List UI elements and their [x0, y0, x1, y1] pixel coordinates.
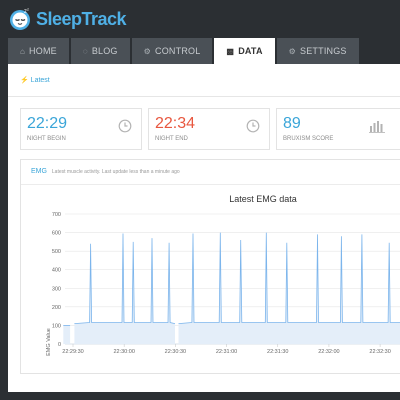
app-logo[interactable]: z z SleepTrack: [8, 6, 127, 32]
chart-x-ticks: 22:29:30 22:30:00 22:30:30 22:31:00 22:31:30…: [62, 343, 400, 355]
y-tick-label: 0: [58, 342, 61, 348]
rss-icon: ◌: [82, 46, 88, 56]
tab-home-label: HOME: [29, 46, 57, 56]
y-tick-label: 700: [52, 212, 61, 218]
x-tick-label: 22:31:00: [216, 349, 237, 355]
stat-label: BRUXISM SCORE: [283, 136, 334, 142]
divider: [8, 96, 400, 97]
app-name: SleepTrack: [36, 8, 127, 29]
tab-data[interactable]: ▩ DATA: [214, 38, 275, 64]
home-icon: ⌂: [20, 46, 26, 56]
bar-chart-icon: ▩: [226, 46, 235, 56]
y-tick-label: 100: [52, 323, 61, 329]
series-area: [178, 232, 400, 344]
gear-icon: ⚙: [288, 46, 297, 56]
chart-series: [63, 232, 400, 344]
stat-label: NIGHT BEGIN: [27, 136, 66, 142]
y-tick-label: 500: [52, 249, 61, 255]
series-line: [74, 233, 176, 324]
tab-settings-label: SETTINGS: [300, 46, 347, 56]
tab-data-label: DATA: [238, 46, 263, 56]
stat-card-bruxism-score: 89 BRUXISM SCORE: [276, 108, 400, 150]
stat-card-night-end: 22:34 NIGHT END: [148, 108, 270, 150]
stat-value: 89: [283, 115, 301, 132]
chart-y-ticks: 0 100 200 300 400 500 600 700: [52, 212, 61, 348]
bolt-icon: ⚡: [20, 77, 29, 84]
svg-text:z: z: [24, 9, 27, 15]
clock-icon: [118, 119, 132, 133]
data-panel: ⚡ Latest 22:29 NIGHT BEGIN 22:34 NIGHT E…: [8, 64, 400, 392]
chart-title: Latest EMG data: [229, 194, 297, 204]
series-area: [63, 325, 71, 344]
bar-chart-icon: [369, 121, 385, 133]
x-tick-label: 22:29:30: [62, 349, 83, 355]
clock-icon: [246, 119, 260, 133]
x-tick-label: 22:30:00: [113, 349, 134, 355]
series-area: [74, 233, 175, 344]
sleep-face-icon: z z: [10, 7, 30, 30]
tab-control[interactable]: ⚙ CONTROL: [131, 38, 213, 64]
series-line: [178, 232, 400, 324]
emg-panel: EMG Latest muscle activity. Last update …: [20, 159, 400, 374]
svg-text:z: z: [27, 7, 29, 12]
y-tick-label: 200: [52, 305, 61, 311]
emg-panel-header: EMG Latest muscle activity. Last update …: [31, 168, 180, 175]
tab-settings[interactable]: ⚙ SETTINGS: [276, 38, 359, 64]
y-tick-label: 400: [52, 268, 61, 274]
x-tick-label: 22:32:30: [369, 349, 390, 355]
gear-icon: ⚙: [143, 46, 152, 56]
stat-label: NIGHT END: [155, 136, 188, 142]
y-tick-label: 300: [52, 286, 61, 292]
tab-control-label: CONTROL: [155, 46, 201, 56]
x-tick-label: 22:32:00: [318, 349, 339, 355]
emg-chart: Latest EMG data EMG Value 0 100 200 300 400 5…: [46, 194, 400, 356]
divider: [21, 184, 400, 185]
stat-value: 22:29: [27, 115, 68, 132]
stat-card-night-begin: 22:29 NIGHT BEGIN: [20, 108, 142, 150]
y-tick-label: 600: [52, 231, 61, 237]
top-bar: z z SleepTrack: [0, 0, 400, 38]
x-tick-label: 22:30:30: [165, 349, 186, 355]
stat-value: 22:34: [155, 115, 196, 132]
x-tick-label: 22:31:30: [267, 349, 288, 355]
emg-panel-title: EMG: [31, 168, 47, 175]
tab-blog[interactable]: ◌ BLOG: [70, 38, 130, 64]
tab-home[interactable]: ⌂ HOME: [8, 38, 69, 64]
chart-y-axis-label: EMG Value: [46, 328, 52, 356]
main-nav: ⌂ HOME ◌ BLOG ⚙ CONTROL ▩ DATA ⚙ SETTING…: [8, 38, 361, 64]
tab-blog-label: BLOG: [91, 46, 118, 56]
emg-panel-subtitle: Latest muscle activity. Last update less…: [51, 169, 180, 175]
breadcrumb-label: Latest: [30, 77, 50, 84]
breadcrumb[interactable]: ⚡ Latest: [20, 76, 50, 84]
